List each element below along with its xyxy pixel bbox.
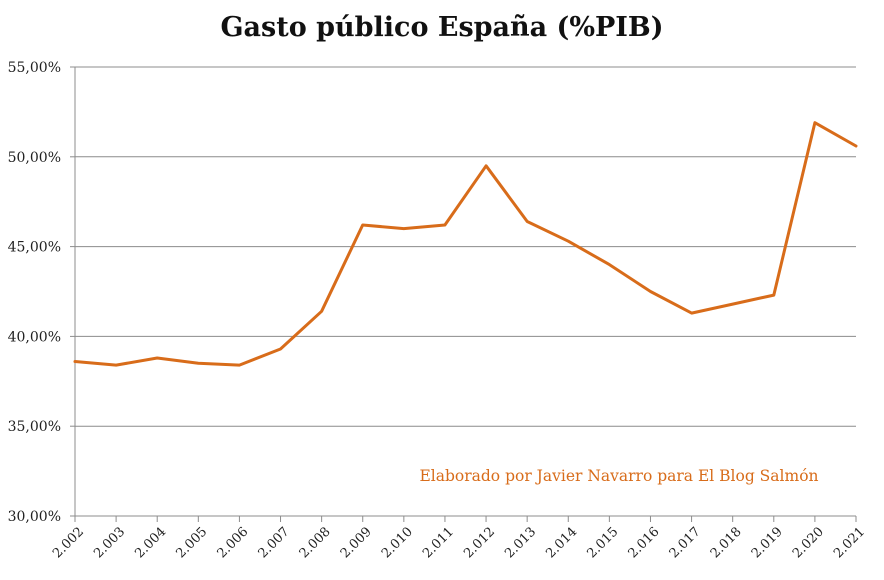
y-tick-labels: 30,00% 35,00% 40,00% 45,00% 50,00% 55,00% xyxy=(8,60,61,525)
x-tick-label: 2.017 xyxy=(667,524,704,561)
chart-annotation: Elaborado por Javier Navarro para El Blo… xyxy=(419,467,818,485)
x-tick-label: 2.002 xyxy=(50,524,87,561)
y-tick-label: 55,00% xyxy=(8,60,61,76)
y-tick-label: 30,00% xyxy=(8,509,61,525)
gridlines xyxy=(75,66,856,427)
x-tick-label: 2.006 xyxy=(215,524,252,561)
x-tick-label: 2.015 xyxy=(584,524,621,561)
series-line xyxy=(73,121,858,367)
x-tick-label: 2.018 xyxy=(708,524,745,561)
x-tick-label: 2.020 xyxy=(790,524,827,561)
x-tick-label: 2.003 xyxy=(91,524,128,561)
x-tick-label: 2.013 xyxy=(502,524,539,561)
y-tick-label: 50,00% xyxy=(8,150,61,166)
x-tick-label: 2.005 xyxy=(173,524,210,561)
x-tick-label: 2.009 xyxy=(338,524,375,561)
x-tick-label: 2.010 xyxy=(379,524,416,561)
x-tick-label: 2.014 xyxy=(543,524,580,561)
x-tick-label: 2.011 xyxy=(420,524,457,561)
x-tick-label: 2.012 xyxy=(461,524,498,561)
y-tick-label: 45,00% xyxy=(8,240,61,256)
x-tick-label: 2.004 xyxy=(132,524,169,561)
x-tick-label: 2.008 xyxy=(297,524,334,561)
x-tick-label: 2.016 xyxy=(626,524,663,561)
x-tick-labels: 2.002 2.003 2.004 2.005 2.006 2.007 2.008 2.009… xyxy=(50,524,868,561)
y-tick-label: 35,00% xyxy=(8,419,61,435)
series-group xyxy=(73,121,858,367)
x-tick-label: 2.007 xyxy=(256,524,293,561)
y-tick-label: 40,00% xyxy=(8,329,61,345)
axes xyxy=(70,66,857,522)
chart-title: Gasto público España (%PIB) xyxy=(220,12,664,43)
x-tick-label: 2.021 xyxy=(831,524,868,561)
x-tick-label: 2.019 xyxy=(749,524,786,561)
